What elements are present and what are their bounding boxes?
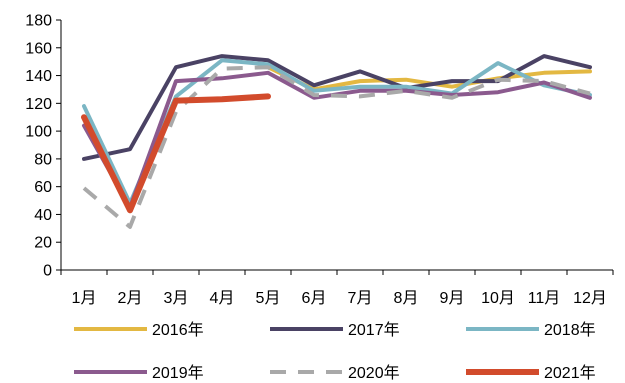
x-tick-label: 8月 [394, 290, 419, 307]
series-line-2020年 [82, 65, 591, 229]
legend-item: 2021年 [466, 364, 596, 382]
x-tick-label: 4月 [210, 290, 235, 307]
y-tick-label: 60 [34, 179, 52, 196]
x-tick-label: 1月 [72, 290, 97, 307]
x-tick-label: 3月 [164, 290, 189, 307]
x-tick-label: 5月 [256, 290, 281, 307]
y-tick-label: 80 [34, 151, 52, 168]
y-tick-label: 160 [25, 40, 52, 57]
series-line-2017年 [82, 54, 592, 161]
legend-label: 2021年 [544, 364, 596, 382]
legend-label: 2018年 [544, 321, 596, 339]
y-tick-label: 120 [25, 96, 52, 113]
legend-label: 2017年 [348, 321, 400, 339]
x-tick-label: 12月 [573, 290, 607, 307]
y-tick-label: 20 [34, 235, 52, 252]
x-tick-label: 6月 [302, 290, 327, 307]
y-axis: 0 20 40 60 80 100 120 140 160 180 [25, 13, 62, 280]
legend-item: 2019年 [74, 364, 204, 382]
legend-label: 2019年 [152, 364, 204, 382]
y-tick-label: 40 [34, 207, 52, 224]
y-tick-label: 100 [25, 124, 52, 141]
legend-item: 2020年 [270, 364, 400, 382]
legend-label: 2020年 [348, 364, 400, 382]
legend: 2016年 2017年 2018年 2019年 2020年 2021年 [74, 321, 596, 382]
legend-label: 2016年 [152, 321, 204, 339]
x-tick-label: 11月 [528, 290, 561, 307]
x-axis: 1月 2月 3月 4月 5月 6月 7月 8月 9月 10月 11月 12月 [60, 269, 614, 307]
series-line-2021年 [81, 93, 271, 214]
x-tick-label: 10月 [481, 290, 515, 307]
y-tick-label: 180 [25, 13, 52, 30]
legend-item: 2017年 [270, 321, 400, 339]
x-tick-label: 7月 [348, 290, 373, 307]
series-layer [81, 54, 592, 229]
y-tick-label: 0 [43, 263, 52, 280]
legend-item: 2016年 [74, 321, 204, 339]
x-tick-label: 2月 [118, 290, 143, 307]
legend-item: 2018年 [466, 321, 596, 339]
y-tick-label: 140 [25, 68, 52, 85]
x-tick-label: 9月 [440, 290, 465, 307]
